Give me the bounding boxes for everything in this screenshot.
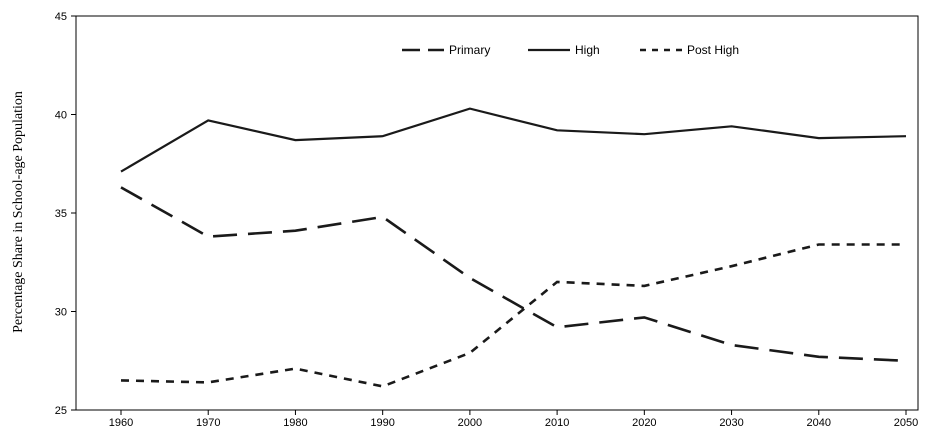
- x-tick-label: 1960: [109, 417, 133, 429]
- y-tick-label: 40: [55, 110, 67, 122]
- legend-label: Post High: [687, 43, 739, 57]
- x-tick-label: 2030: [719, 417, 743, 429]
- x-axis-ticks: 1960 1970 1980 1990 2000 2010 2020 2030 2040 2050: [109, 410, 918, 429]
- plot-frame: [75, 15, 919, 411]
- x-tick-label: 1970: [196, 417, 220, 429]
- y-axis-label: Percentage Share in School-age Populatio…: [11, 91, 26, 333]
- x-tick-label: 2010: [545, 417, 569, 429]
- series-line-post-high: [120, 243, 906, 388]
- legend-label: High: [575, 43, 600, 57]
- legend-label: Primary: [449, 43, 490, 57]
- series-line-primary: [120, 186, 907, 363]
- y-tick-label: 25: [55, 405, 67, 417]
- legend: Primary High Post High: [402, 43, 739, 57]
- x-tick-label: 1990: [370, 417, 394, 429]
- y-tick-label: 45: [55, 11, 67, 23]
- y-tick-label: 30: [55, 307, 67, 319]
- x-tick-label: 2000: [458, 417, 482, 429]
- series-line-high: [120, 107, 907, 173]
- series-lines: [120, 107, 907, 388]
- x-tick-label: 1980: [283, 417, 307, 429]
- plot-border: [75, 15, 919, 411]
- y-axis-ticks: 25 30 35 40 45: [55, 11, 76, 417]
- x-tick-label: 2020: [632, 417, 656, 429]
- x-tick-label: 2050: [894, 417, 918, 429]
- x-tick-label: 2040: [807, 417, 831, 429]
- y-tick-label: 35: [55, 208, 67, 220]
